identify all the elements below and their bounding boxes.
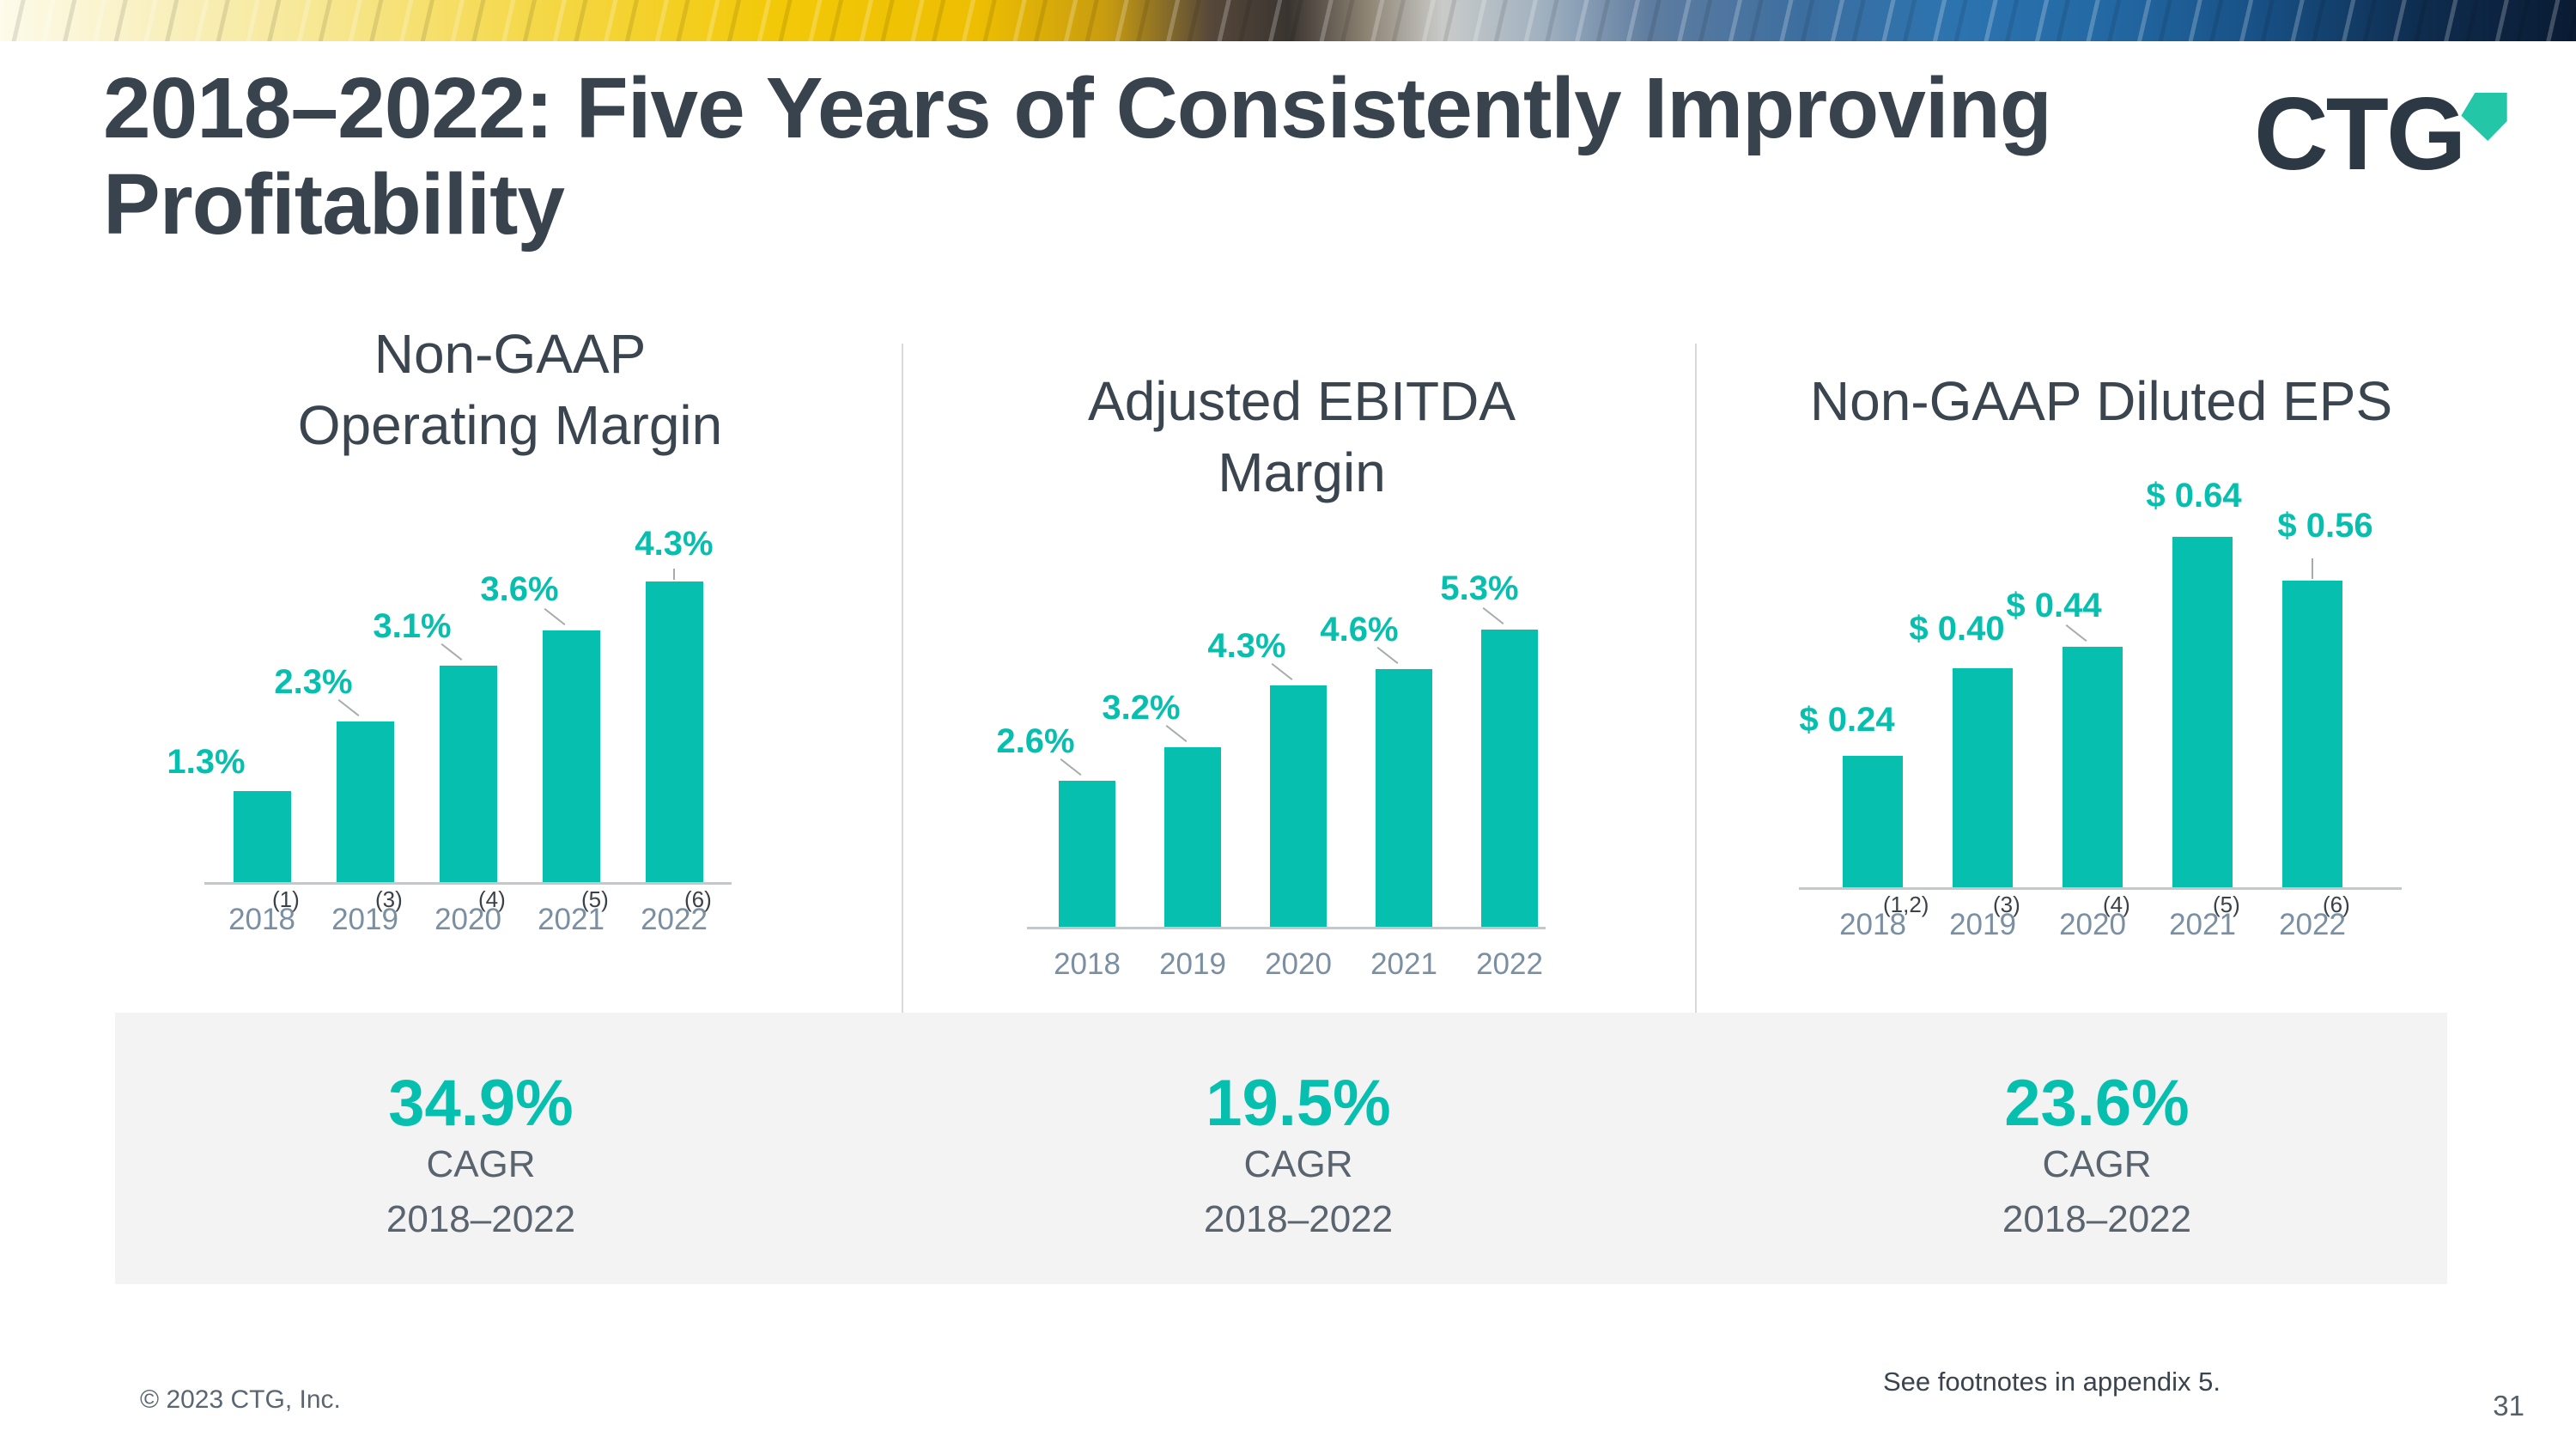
year-label-diluted-eps-2019: 2019 <box>1949 908 2016 941</box>
bar-diluted-eps-2020 <box>2063 647 2123 887</box>
value-label-operating-margin-2021: 3.6% <box>480 570 559 608</box>
page-title: 2018–2022: Five Years of Consistently Im… <box>103 60 2207 253</box>
footnote-marker-operating-margin-2022: (6) <box>684 886 712 912</box>
year-label-diluted-eps-2022: 2022 <box>2279 908 2346 941</box>
bar-operating-margin-2019 <box>336 721 394 882</box>
panel-divider-left <box>902 344 903 1284</box>
leader-line-ebitda-margin-2022 <box>1482 606 1504 625</box>
bar-ebitda-margin-2021 <box>1376 669 1432 927</box>
year-label-operating-margin-2020: 2020 <box>434 903 501 936</box>
leader-line-diluted-eps-2020 <box>2065 624 2087 642</box>
bar-diluted-eps-2019 <box>1953 668 2013 887</box>
value-label-ebitda-margin-2021: 4.6% <box>1320 611 1399 648</box>
panel-divider-right <box>1695 344 1697 1284</box>
bar-diluted-eps-2021 <box>2172 537 2233 887</box>
bar-diluted-eps-2018 <box>1843 756 1903 887</box>
cagr-range-3: 2018–2022 <box>2002 1198 2192 1240</box>
leader-line-operating-margin-2019 <box>337 698 360 717</box>
footnote-marker-diluted-eps-2019: (3) <box>1993 892 2020 917</box>
x-axis-operating-margin <box>204 882 732 885</box>
year-label-ebitda-margin-2021: 2021 <box>1370 947 1437 981</box>
year-label-operating-margin-2019: 2019 <box>331 903 398 936</box>
value-label-ebitda-margin-2019: 3.2% <box>1102 689 1181 727</box>
bar-ebitda-margin-2018 <box>1059 781 1115 927</box>
bar-diluted-eps-2022 <box>2282 581 2342 887</box>
x-axis-ebitda-margin <box>1027 927 1546 929</box>
logo-arrow-icon <box>2461 93 2507 141</box>
year-label-operating-margin-2021: 2021 <box>538 903 605 936</box>
year-label-diluted-eps-2021: 2021 <box>2169 908 2236 941</box>
leader-line-operating-margin-2022 <box>673 569 675 580</box>
value-label-ebitda-margin-2022: 5.3% <box>1440 569 1519 607</box>
footnote-reference-text: See footnotes in appendix 5. <box>1883 1367 2221 1397</box>
bar-operating-margin-2022 <box>645 581 703 882</box>
leader-line-ebitda-margin-2018 <box>1060 758 1082 776</box>
year-label-ebitda-margin-2018: 2018 <box>1054 947 1121 981</box>
year-label-ebitda-margin-2020: 2020 <box>1265 947 1332 981</box>
footnote-marker-operating-margin-2020: (4) <box>478 886 506 912</box>
bar-ebitda-margin-2019 <box>1164 747 1221 927</box>
page-title-line2: Profitability <box>103 156 565 253</box>
cagr-value-operating-margin: 34.9% <box>388 1067 574 1140</box>
year-label-operating-margin-2022: 2022 <box>641 903 708 936</box>
value-label-diluted-eps-2022: $ 0.56 <box>2277 507 2373 545</box>
leader-line-operating-margin-2020 <box>440 642 463 661</box>
year-label-diluted-eps-2018: 2018 <box>1839 908 1906 941</box>
decorative-banner <box>0 0 2576 41</box>
bar-operating-margin-2021 <box>542 630 600 882</box>
page-title-line1: 2018–2022: Five Years of Consistently Im… <box>103 60 2052 156</box>
leader-line-operating-margin-2021 <box>544 607 566 626</box>
footnote-marker-operating-margin-2018: (1) <box>272 886 300 912</box>
year-label-operating-margin-2018: 2018 <box>228 903 295 936</box>
value-label-diluted-eps-2019: $ 0.40 <box>1909 610 2005 648</box>
page-number: 31 <box>2493 1390 2524 1422</box>
leader-line-ebitda-margin-2021 <box>1376 646 1399 665</box>
year-label-ebitda-margin-2019: 2019 <box>1159 947 1226 981</box>
cagr-range-1: 2018–2022 <box>386 1198 576 1240</box>
cagr-label-3: CAGR <box>2042 1143 2152 1185</box>
chart-title-operating-margin: Non-GAAP Operating Margin <box>297 323 723 456</box>
bar-operating-margin-2018 <box>233 791 291 882</box>
footnote-marker-diluted-eps-2022: (6) <box>2323 892 2350 917</box>
value-label-operating-margin-2022: 4.3% <box>635 525 714 563</box>
value-label-ebitda-margin-2018: 2.6% <box>996 722 1075 760</box>
footnote-marker-diluted-eps-2020: (4) <box>2103 892 2130 917</box>
bar-ebitda-margin-2020 <box>1270 685 1327 927</box>
value-label-operating-margin-2020: 3.1% <box>373 607 452 645</box>
cagr-value-diluted-eps: 23.6% <box>2004 1067 2190 1140</box>
value-label-diluted-eps-2020: $ 0.44 <box>2006 587 2102 624</box>
ctg-logo-text: CTG <box>2254 76 2466 192</box>
footnote-marker-diluted-eps-2018: (1,2) <box>1883 892 1929 917</box>
bar-operating-margin-2020 <box>439 666 497 882</box>
chart-title-diluted-eps: Non-GAAP Diluted EPS <box>1809 370 2393 432</box>
ctg-logo: CTG <box>2254 82 2512 211</box>
leader-line-diluted-eps-2022 <box>2312 558 2313 579</box>
cagr-range-2: 2018–2022 <box>1203 1198 1394 1240</box>
footnote-marker-operating-margin-2021: (5) <box>581 886 609 912</box>
footnote-marker-operating-margin-2019: (3) <box>375 886 403 912</box>
cagr-value-ebitda-margin: 19.5% <box>1206 1067 1391 1140</box>
value-label-diluted-eps-2018: $ 0.24 <box>1799 701 1895 739</box>
bar-ebitda-margin-2022 <box>1481 630 1538 927</box>
x-axis-diluted-eps <box>1799 887 2402 890</box>
value-label-operating-margin-2019: 2.3% <box>274 663 353 701</box>
leader-line-ebitda-margin-2019 <box>1165 724 1188 743</box>
copyright-text: © 2023 CTG, Inc. <box>140 1385 341 1414</box>
chart-title-ebitda-margin: Adjusted EBITDA Margin <box>1088 370 1516 503</box>
leader-line-ebitda-margin-2020 <box>1271 662 1293 681</box>
cagr-label-1: CAGR <box>426 1143 536 1185</box>
value-label-diluted-eps-2021: $ 0.64 <box>2146 477 2242 514</box>
value-label-operating-margin-2018: 1.3% <box>167 743 246 781</box>
footnote-marker-diluted-eps-2021: (5) <box>2213 892 2240 917</box>
year-label-ebitda-margin-2022: 2022 <box>1476 947 1543 981</box>
value-label-ebitda-margin-2020: 4.3% <box>1207 627 1286 665</box>
cagr-label-2: CAGR <box>1243 1143 1353 1185</box>
cagr-band <box>115 1013 2447 1284</box>
year-label-diluted-eps-2020: 2020 <box>2059 908 2126 941</box>
